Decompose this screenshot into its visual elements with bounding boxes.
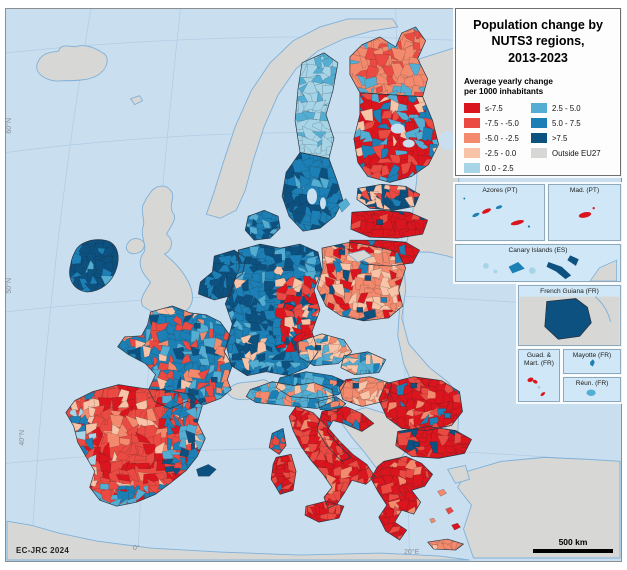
- legend-item: -5.0 - -2.5: [464, 133, 531, 144]
- legend-item: -7.5 - -5.0: [464, 118, 531, 129]
- legend-swatch: [531, 118, 547, 129]
- map-legend: Average yearly change per 1000 inhabitan…: [456, 77, 620, 174]
- longitude-label-20e: 20°E: [404, 549, 420, 556]
- inset-azores-label: Azores (PT): [482, 187, 518, 194]
- inset-french-guiana: French Guiana (FR): [518, 285, 621, 346]
- inset-french-guiana-label: French Guiana (FR): [540, 288, 599, 295]
- reunion-graphic: [586, 389, 596, 396]
- legend-item: -2.5 - 0.0: [464, 148, 531, 159]
- attribution: EC-JRC 2024: [16, 546, 70, 555]
- legend-swatch: [531, 133, 547, 144]
- europe-map-canvas: [6, 9, 621, 561]
- inset-madeira: Mad. (PT): [548, 184, 621, 241]
- latitude-label-60n: 60°N: [6, 118, 13, 134]
- mayotte-graphic: [590, 359, 595, 367]
- legend-item: 5.0 - 7.5: [531, 118, 601, 129]
- scale-bar: 500 km: [533, 537, 613, 553]
- legend-column-positive: 2.5 - 5.0 5.0 - 7.5 >7.5 Outside EU27: [531, 103, 601, 173]
- guadeloupe-martinique-graphic: [527, 377, 546, 397]
- legend-heading: Average yearly change per 1000 inhabitan…: [464, 76, 553, 96]
- legend-swatch: [464, 148, 480, 159]
- legend-swatch: [464, 103, 480, 114]
- inset-canary: Canary Islands (ES): [455, 244, 621, 282]
- inset-reunion-label: Réun. (FR): [575, 380, 609, 387]
- legend-item: 0.0 - 2.5: [464, 163, 531, 174]
- scale-bar-line: [533, 549, 613, 553]
- map-title: Population change by NUTS3 regions, 2013…: [456, 17, 620, 66]
- french-guiana-graphic: [519, 296, 620, 345]
- scale-bar-label: 500 km: [558, 537, 588, 547]
- inset-reunion: Réun. (FR): [563, 377, 621, 402]
- azores-islands-graphic: [463, 197, 531, 228]
- legend-item: 2.5 - 5.0: [531, 103, 601, 114]
- inset-canary-label: Canary Islands (ES): [508, 247, 568, 254]
- inset-guadeloupe-martinique-label: Guad. & Mart. (FR): [523, 352, 555, 368]
- inset-mayotte: Mayotte (FR): [563, 349, 621, 374]
- legend-item: >7.5: [531, 133, 601, 144]
- inset-mayotte-label: Mayotte (FR): [572, 352, 612, 359]
- madeira-islands-graphic: [578, 207, 595, 218]
- legend-swatch: [464, 163, 480, 174]
- inset-guadeloupe-martinique: Guad. & Mart. (FR): [518, 349, 560, 402]
- legend-item: ≤-7.5: [464, 103, 531, 114]
- inset-madeira-label: Mad. (PT): [569, 187, 600, 194]
- legend-column-negative: ≤-7.5 -7.5 - -5.0 -5.0 - -2.5 -2.5 - 0.0…: [464, 103, 531, 174]
- inset-azores: Azores (PT): [455, 184, 545, 241]
- legend-item-outside-eu27: Outside EU27: [531, 148, 601, 159]
- map-title-line2: NUTS3 regions,: [491, 34, 585, 49]
- map-title-line1: Population change by: [473, 18, 603, 32]
- latitude-label-40n: 40°N: [19, 430, 26, 446]
- longitude-label-0: 0°: [133, 545, 140, 552]
- legend-swatch: [464, 118, 480, 129]
- legend-swatch: [531, 103, 547, 114]
- canary-islands-graphic: [483, 255, 618, 281]
- title-legend-panel: Population change by NUTS3 regions, 2013…: [455, 8, 621, 176]
- legend-swatch: [464, 133, 480, 144]
- legend-swatch: [531, 148, 547, 159]
- map-title-line3: 2013-2023: [508, 50, 568, 65]
- latitude-label-50n: 50°N: [6, 278, 13, 294]
